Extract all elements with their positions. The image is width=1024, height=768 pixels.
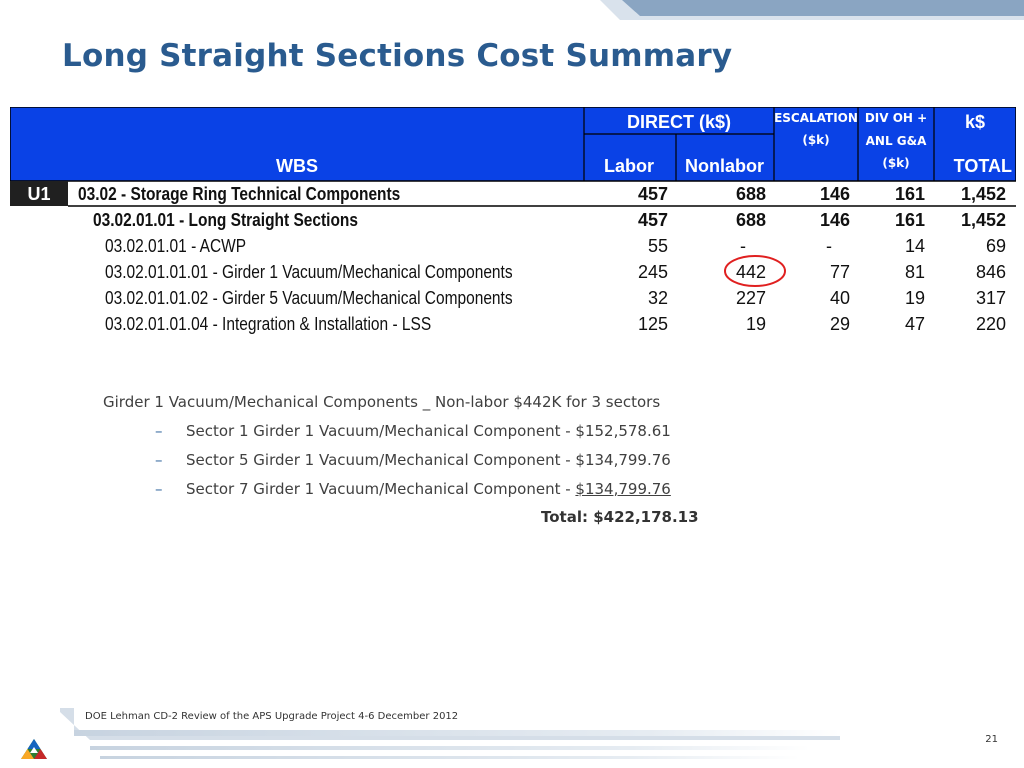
footer-band (60, 708, 840, 759)
table-cell-labor: 457 (637, 184, 668, 204)
table-cell-divoh: 19 (904, 288, 925, 308)
table-cell-nonlabor: 227 (735, 288, 766, 308)
table-cell-nonlabor: - (740, 236, 746, 256)
header-divoh-line3: ($k) (882, 156, 910, 170)
table-cell-total: 220 (975, 314, 1006, 334)
note-item: Sector 1 Girder 1 Vacuum/Mechanical Comp… (186, 422, 671, 440)
table-cell-escalation: 40 (829, 288, 850, 308)
note-item-amount: $134,799.76 (575, 480, 671, 498)
header-divoh-line2: ANL G&A (865, 134, 927, 148)
top-decoration-band (600, 0, 1024, 20)
table-cell-labor: 125 (637, 314, 668, 334)
header-total: TOTAL (953, 156, 1012, 176)
slide-title: Long Straight Sections Cost Summary (62, 38, 733, 74)
table-cell-labor: 55 (647, 236, 668, 256)
table-cell-escalation: 77 (829, 262, 850, 282)
page-number: 21 (985, 734, 998, 745)
note-item-text: Sector 7 Girder 1 Vacuum/Mechanical Comp… (186, 480, 576, 498)
u1-cell-bg (10, 181, 68, 206)
table-cell-divoh: 47 (904, 314, 925, 334)
cost-table (10, 107, 1016, 287)
table-cell-escalation: - (826, 236, 832, 256)
note-item: Sector 7 Girder 1 Vacuum/Mechanical Comp… (186, 480, 671, 498)
header-escalation-line2: ($k) (802, 133, 830, 147)
table-row-name: 03.02.01.01.02 - Girder 5 Vacuum/Mechani… (105, 288, 513, 308)
header-wbs: WBS (276, 156, 318, 176)
bullet-dash: – (155, 480, 163, 498)
header-labor: Labor (603, 156, 654, 176)
header-nonlabor: Nonlabor (685, 156, 764, 176)
argonne-logo-icon (21, 739, 47, 759)
header-divoh-line1: DIV OH + (864, 111, 928, 125)
table-cell-nonlabor: 19 (745, 314, 766, 334)
table-cell-escalation: 29 (829, 314, 850, 334)
bullet-dash: – (155, 422, 163, 440)
notes-heading: Girder 1 Vacuum/Mechanical Components _ … (103, 393, 661, 411)
table-cell-labor: 245 (637, 262, 668, 282)
table-header-bg (10, 107, 1016, 182)
table-cell-nonlabor: 442 (735, 262, 766, 282)
table-row-name: 03.02.01.01.04 - Integration & Installat… (105, 314, 432, 334)
row-tag-u1: U1 (27, 184, 51, 204)
table-cell-total: 317 (975, 288, 1006, 308)
table-cell-labor: 32 (647, 288, 668, 308)
header-escalation-line1: ESCALATION (774, 111, 858, 125)
table-cell-total: 69 (985, 236, 1006, 256)
table-cell-nonlabor: 688 (735, 210, 766, 230)
bullet-dash: – (155, 451, 163, 469)
table-cell-nonlabor: 688 (735, 184, 766, 204)
table-cell-divoh: 14 (904, 236, 925, 256)
highlight-circle (724, 255, 786, 287)
table-row-name: 03.02 - Storage Ring Technical Component… (78, 184, 401, 204)
table-cell-labor: 457 (637, 210, 668, 230)
table-row-name: 03.02.01.01.01 - Girder 1 Vacuum/Mechani… (105, 262, 513, 282)
table-cell-divoh: 161 (894, 184, 925, 204)
table-cell-total: 1,452 (960, 184, 1006, 204)
table-cell-total: 846 (975, 262, 1006, 282)
table-row-name: 03.02.01.01 - Long Straight Sections (93, 210, 358, 230)
header-ks: k$ (964, 112, 986, 132)
header-direct: DIRECT (k$) (626, 112, 731, 132)
table-row-name: 03.02.01.01 - ACWP (105, 236, 247, 256)
notes-total: Total: $422,178.13 (541, 508, 699, 526)
footer-text: DOE Lehman CD-2 Review of the APS Upgrad… (85, 711, 459, 722)
table-cell-total: 1,452 (960, 210, 1006, 230)
table-cell-escalation: 146 (819, 210, 850, 230)
table-cell-escalation: 146 (819, 184, 850, 204)
note-item: Sector 5 Girder 1 Vacuum/Mechanical Comp… (186, 451, 671, 469)
table-cell-divoh: 81 (904, 262, 925, 282)
table-cell-divoh: 161 (894, 210, 925, 230)
